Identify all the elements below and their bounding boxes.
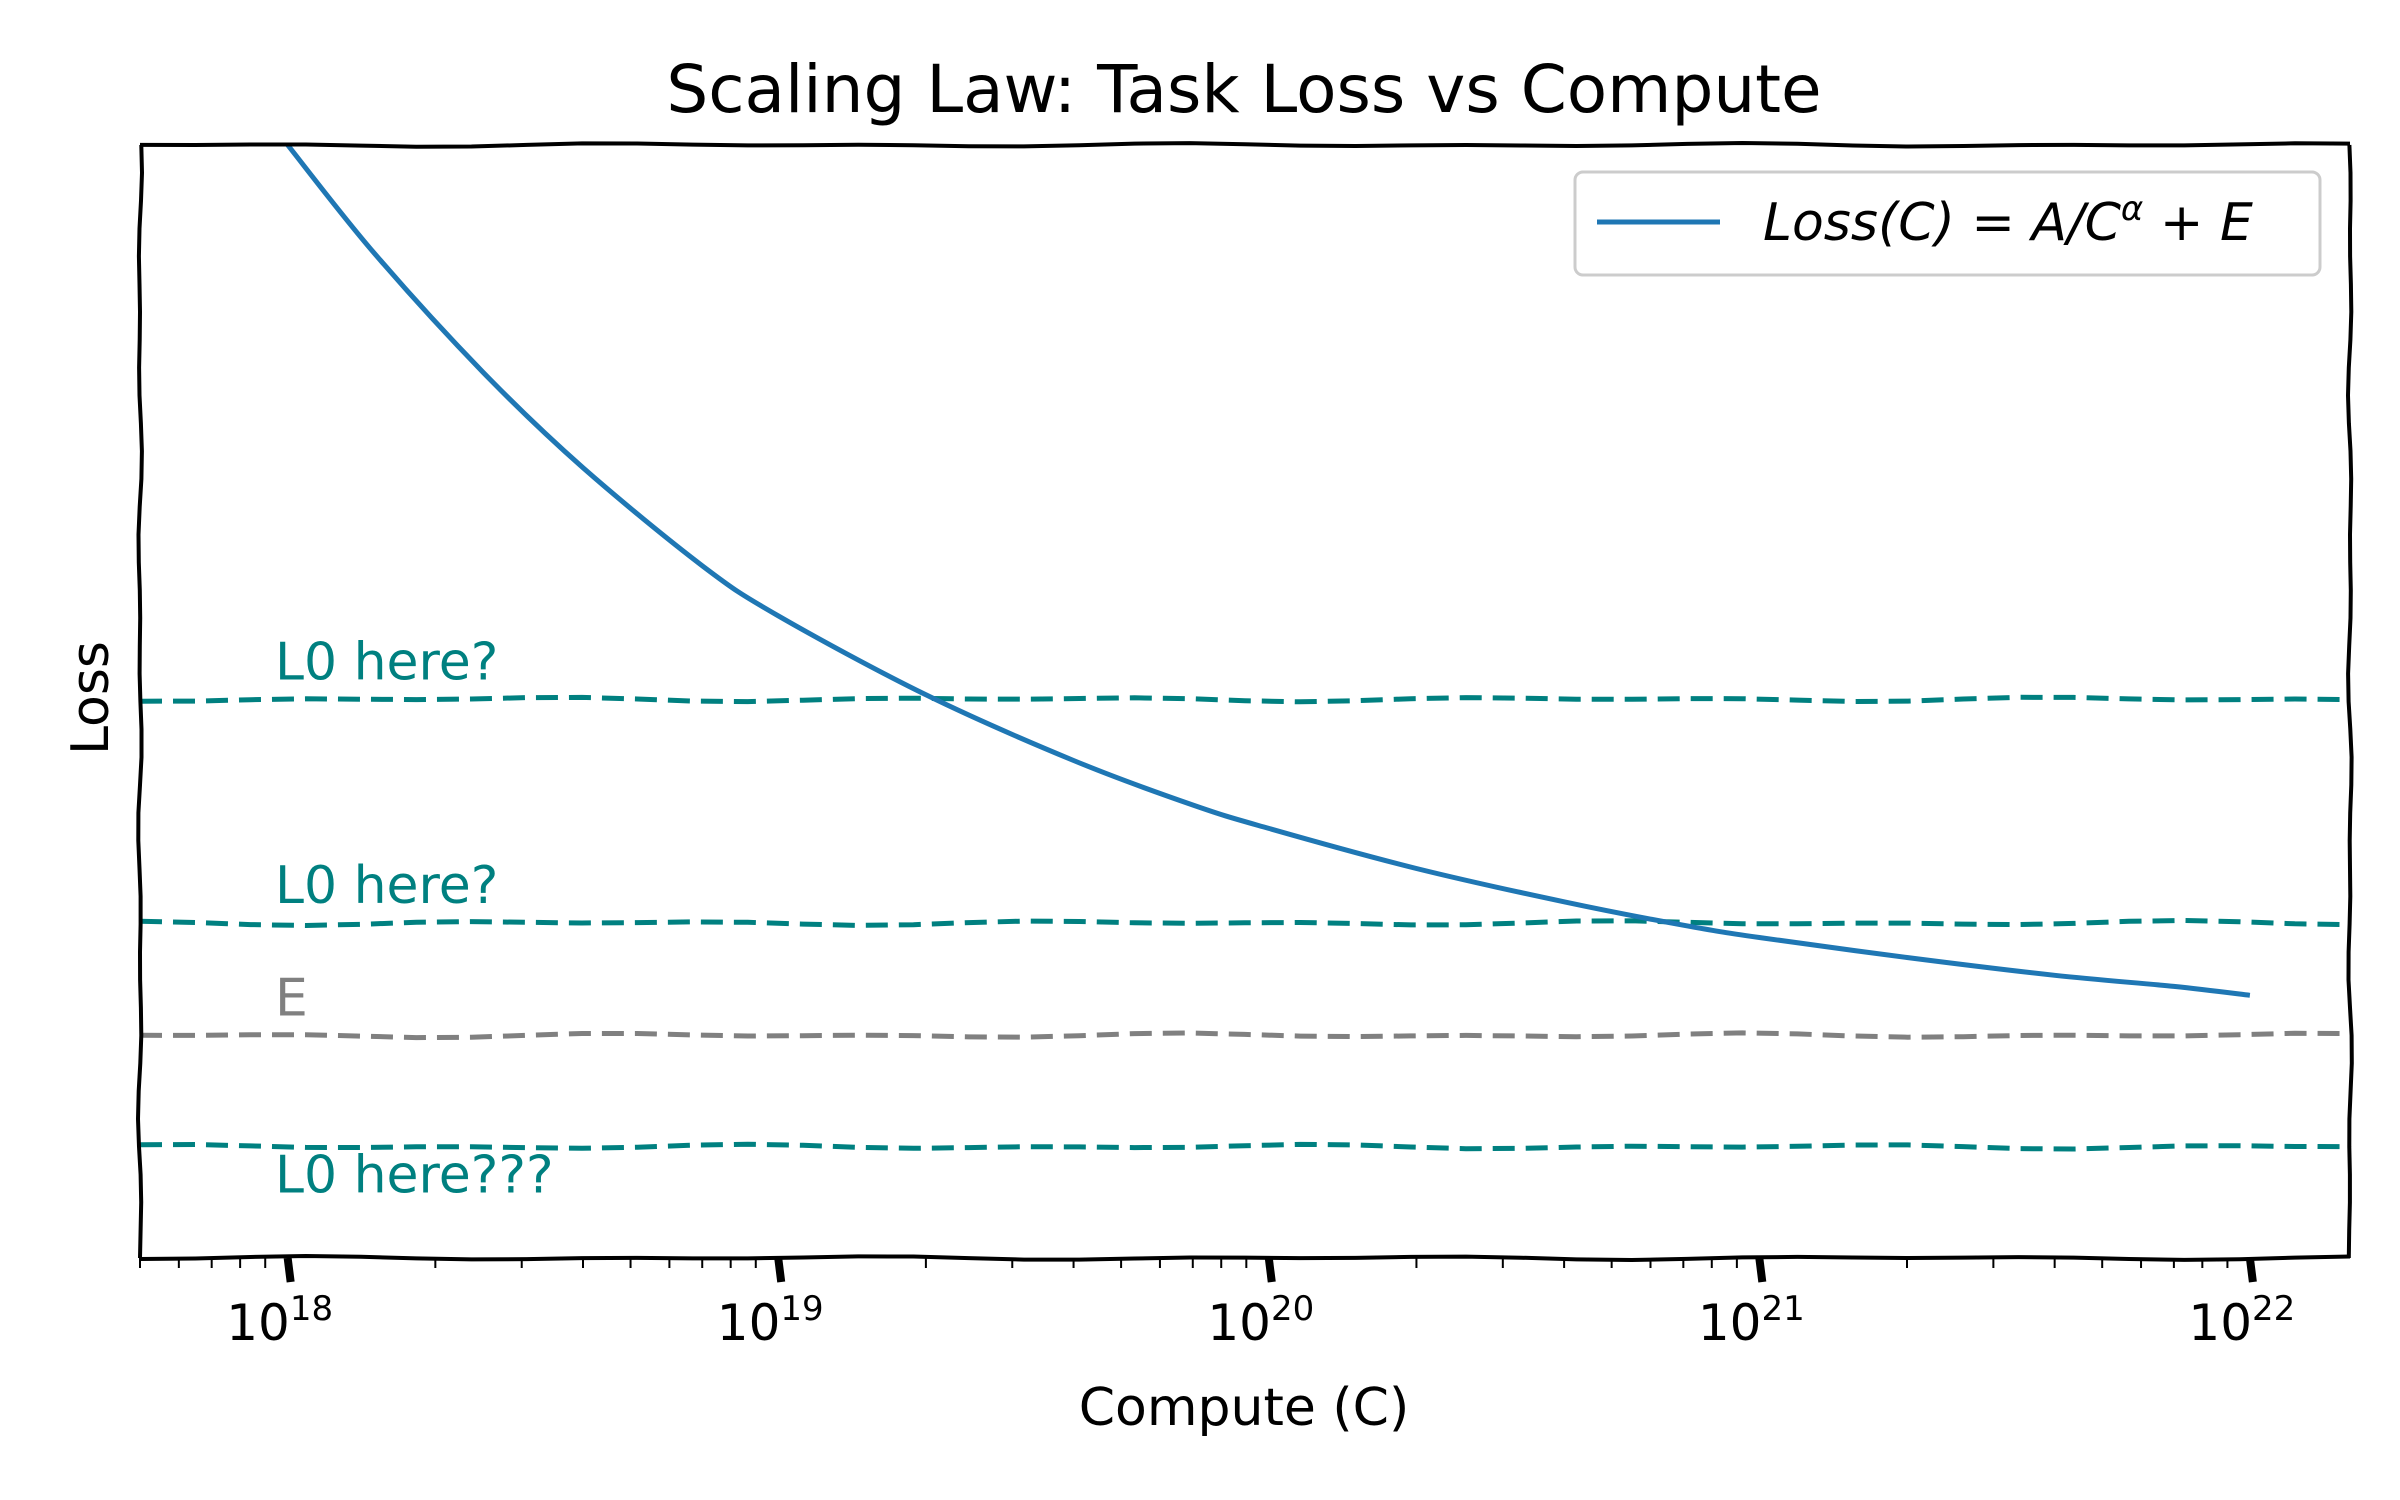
reference-line	[139, 917, 2351, 929]
x-axis-ticks: 1018 1019 1020 1021 1022	[139, 1257, 2295, 1352]
x-tick-label: 1019	[717, 1289, 824, 1352]
series-line	[285, 143, 2251, 998]
legend-entry: Loss(C) = A/Cα + E	[1763, 189, 2253, 253]
x-tick-label: 1021	[1698, 1289, 1805, 1352]
x-tick-label: 1018	[226, 1289, 333, 1352]
axes-frame	[135, 140, 2354, 1263]
reference-line	[139, 1030, 2351, 1041]
x-tick-label: 1022	[2188, 1289, 2295, 1352]
axis-right	[2345, 144, 2354, 1259]
x-tick-label: 1020	[1207, 1289, 1314, 1352]
axis-top	[139, 140, 2351, 149]
x-axis-label: Compute (C)	[1079, 1378, 1410, 1438]
legend: Loss(C) = A/Cα + E	[1573, 170, 2322, 277]
reference-line-label: E	[275, 968, 308, 1028]
reference-line	[139, 1141, 2351, 1152]
x-tick	[2245, 1257, 2257, 1283]
x-tick	[774, 1257, 786, 1283]
x-tick	[1755, 1257, 1767, 1283]
axis-left	[135, 144, 145, 1259]
reference-line-label: L0 here?	[275, 632, 498, 692]
y-axis-label: Loss	[61, 641, 121, 755]
reference-line-label: L0 here?	[275, 856, 498, 916]
axis-bottom	[139, 1253, 2351, 1263]
plot-area: L0 here? L0 here? E L0 here???	[135, 140, 2354, 1263]
legend-box	[1573, 170, 2322, 277]
chart-title: Scaling Law: Task Loss vs Compute	[666, 51, 1821, 128]
reference-line	[139, 694, 2351, 705]
x-tick	[1264, 1257, 1276, 1283]
x-tick	[283, 1257, 295, 1283]
reference-line-label: L0 here???	[275, 1146, 554, 1206]
